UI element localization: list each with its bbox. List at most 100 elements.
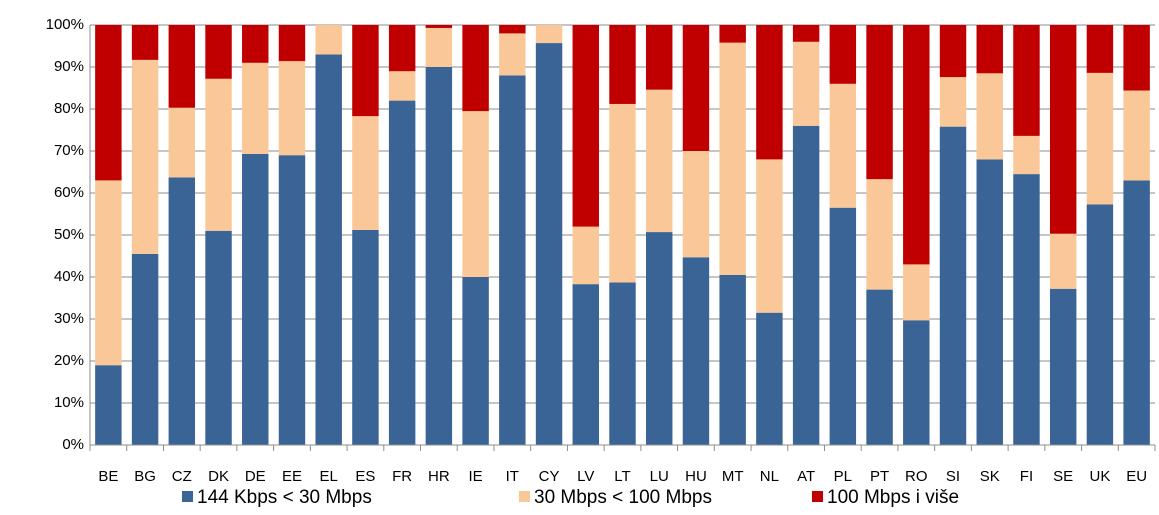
bar-segment xyxy=(535,43,563,446)
x-tick-label: BE xyxy=(98,468,118,485)
legend-swatch xyxy=(182,491,193,502)
y-tick-label: 70% xyxy=(54,142,84,159)
bar-segment xyxy=(1049,288,1077,445)
x-tick-label: AT xyxy=(797,468,815,485)
x-tick-label: IE xyxy=(469,468,483,485)
legend-swatch xyxy=(812,491,823,502)
bar-segment xyxy=(242,25,269,63)
bar-segment xyxy=(425,25,453,28)
bar-segment xyxy=(499,33,526,76)
bar-segment xyxy=(315,25,342,55)
x-tick-label: SK xyxy=(980,468,1000,485)
y-tick-label: 30% xyxy=(54,310,84,327)
x-tick-label: SE xyxy=(1053,468,1073,485)
x-tick-label: ES xyxy=(355,468,375,485)
bar-segment xyxy=(168,25,196,108)
bar-segment xyxy=(168,107,196,178)
bar-segment xyxy=(719,25,746,43)
y-tick-label: 0% xyxy=(62,436,84,453)
bar-segment xyxy=(609,282,636,445)
bar-segment xyxy=(1123,180,1150,445)
bar-segment xyxy=(242,153,269,445)
bar-segment xyxy=(976,73,1003,160)
y-tick-label: 90% xyxy=(54,58,84,75)
bar-segment xyxy=(242,62,269,154)
bar-segment xyxy=(1049,233,1077,289)
x-tick-label: RO xyxy=(905,468,928,485)
bar-segment xyxy=(646,232,673,445)
bar-segment xyxy=(205,25,232,79)
bar-segment xyxy=(756,159,783,313)
bar-segment xyxy=(829,83,857,208)
y-tick-label: 50% xyxy=(54,226,84,243)
bar-segment xyxy=(1013,174,1040,445)
bar-segment xyxy=(1086,204,1114,445)
x-tick-label: SI xyxy=(946,468,960,485)
y-tick-label: 20% xyxy=(54,352,84,369)
x-tick-label: NL xyxy=(760,468,779,485)
bar-segment xyxy=(792,125,820,446)
bar-segment xyxy=(866,289,893,445)
bar-segment xyxy=(462,277,489,445)
bar-segment xyxy=(903,25,930,265)
bar-segment xyxy=(1123,90,1150,181)
bar-segment xyxy=(939,77,967,127)
bar-segment xyxy=(1013,25,1040,136)
x-tick-label: CY xyxy=(539,468,560,485)
bar-segment xyxy=(168,177,196,445)
x-tick-label: FI xyxy=(1020,468,1033,485)
bar-segment xyxy=(829,25,857,84)
x-tick-label: EL xyxy=(320,468,338,485)
bar-segment xyxy=(425,27,453,67)
x-tick-label: EE xyxy=(282,468,302,485)
bar-segment xyxy=(903,264,930,321)
bar-segment xyxy=(205,230,232,445)
bar-segment xyxy=(939,25,967,78)
x-tick-label: IT xyxy=(506,468,519,485)
bar-segment xyxy=(425,67,453,445)
bar-segment xyxy=(572,25,599,227)
bar-segment xyxy=(976,25,1003,74)
bar-segment xyxy=(829,207,857,445)
bar-segment xyxy=(719,274,746,445)
x-tick-label: FR xyxy=(392,468,412,485)
x-tick-label: PL xyxy=(834,468,852,485)
bar-segment xyxy=(756,312,783,445)
bar-segment xyxy=(131,253,159,445)
bar-segment xyxy=(866,179,893,290)
bar-segment xyxy=(352,229,379,445)
x-tick-label: DE xyxy=(245,468,266,485)
x-tick-label: LT xyxy=(614,468,630,485)
bar-segment xyxy=(719,42,746,275)
bar-segment xyxy=(866,25,893,180)
y-tick-label: 80% xyxy=(54,100,84,117)
bar-segment xyxy=(499,25,526,34)
bar-segment xyxy=(278,155,306,445)
bar-segment xyxy=(646,89,673,233)
x-tick-label: PT xyxy=(870,468,889,485)
bar-segment xyxy=(1013,135,1040,175)
bar-segment xyxy=(792,41,820,126)
bar-segment xyxy=(1086,72,1114,205)
bar-segment xyxy=(278,25,306,62)
x-tick-label: HU xyxy=(685,468,707,485)
bar-segment xyxy=(976,159,1003,445)
bar-segment xyxy=(609,103,636,283)
x-tick-label: EU xyxy=(1126,468,1147,485)
bar-segment xyxy=(1086,25,1114,73)
y-tick-label: 100% xyxy=(46,16,84,33)
legend-swatch xyxy=(519,491,530,502)
x-tick-label: DK xyxy=(208,468,229,485)
bar-segment xyxy=(131,25,159,60)
bar-segment xyxy=(352,25,379,117)
bar-segment xyxy=(1123,25,1150,91)
bar-segment xyxy=(535,25,563,44)
x-tick-label: MT xyxy=(722,468,744,485)
bar-segment xyxy=(1049,25,1077,234)
bar-segment xyxy=(792,25,820,42)
bar-segment xyxy=(205,78,232,231)
bar-segment xyxy=(95,25,122,181)
bar-segment xyxy=(95,180,122,366)
bar-segment xyxy=(95,365,122,445)
